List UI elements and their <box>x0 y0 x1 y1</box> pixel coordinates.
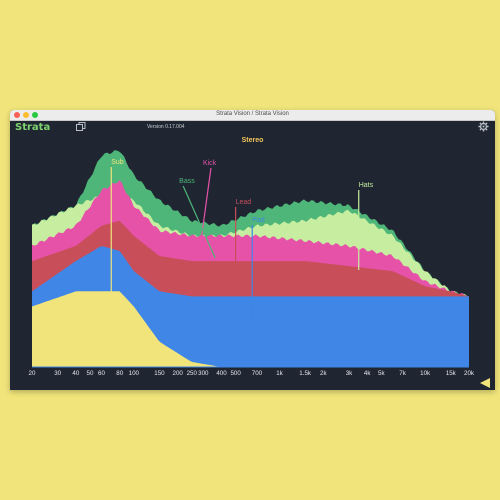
x-tick-label: 3k <box>346 370 353 377</box>
marker-label-lead[interactable]: Lead <box>236 199 252 206</box>
close-window-button[interactable] <box>14 112 20 118</box>
x-tick-label: 20k <box>464 370 475 377</box>
x-tick-label: 20 <box>29 370 36 377</box>
x-tick-label: 1k <box>276 370 283 377</box>
x-tick-label: 400 <box>216 370 227 377</box>
x-tick-label: 30 <box>54 370 61 377</box>
marker-line-kick <box>198 167 212 257</box>
x-tick-label: 100 <box>129 370 140 377</box>
zoom-window-button[interactable] <box>32 112 38 118</box>
x-tick-label: 7k <box>399 370 406 377</box>
series-area-sub <box>32 291 469 367</box>
resize-triangle-icon[interactable] <box>480 378 490 388</box>
channel-mode-label: Stereo <box>241 137 264 144</box>
x-tick-label: 700 <box>252 370 263 377</box>
x-tick-label: 250 <box>187 370 198 377</box>
marker-label-bass[interactable]: Bass <box>179 178 195 185</box>
x-tick-label: 300 <box>198 370 209 377</box>
x-tick-label: 80 <box>116 370 123 377</box>
x-tick-label: 4k <box>364 370 371 377</box>
marker-label-hats[interactable]: Hats <box>359 182 374 189</box>
x-tick-label: 10k <box>420 370 431 377</box>
x-tick-label: 200 <box>173 370 184 377</box>
marker-label-pad[interactable]: Pad <box>252 217 265 224</box>
x-tick-label: 2k <box>320 370 327 377</box>
x-tick-label: 50 <box>87 370 94 377</box>
minimize-window-button[interactable] <box>23 112 29 118</box>
window-title: Strata Vision / Strata Vision <box>216 111 289 117</box>
x-tick-label: 15k <box>446 370 457 377</box>
x-tick-label: 1.5k <box>299 370 312 377</box>
gear-icon[interactable] <box>478 121 489 132</box>
app-logo: Strata <box>15 122 51 133</box>
copy-icon[interactable] <box>76 122 86 131</box>
marker-label-sub[interactable]: Sub <box>111 159 124 166</box>
window-titlebar[interactable]: Strata Vision / Strata Vision <box>10 110 495 121</box>
version-text: Version 0.17.004 <box>147 124 185 130</box>
x-tick-label: 500 <box>230 370 241 377</box>
x-tick-label: 40 <box>72 370 79 377</box>
x-tick-label: 150 <box>154 370 165 377</box>
marker-label-kick[interactable]: Kick <box>203 160 217 167</box>
app-window: Strata Vision / Strata Vision Strata Ver… <box>10 110 495 390</box>
spectrum-chart: Sub Kick Bass Lead Pad Hats 20 30 40 50 60 80 100 15… <box>29 150 475 377</box>
x-tick-label: 5k <box>378 370 385 377</box>
marker-line-bass <box>182 185 216 259</box>
x-tick-label: 60 <box>98 370 105 377</box>
